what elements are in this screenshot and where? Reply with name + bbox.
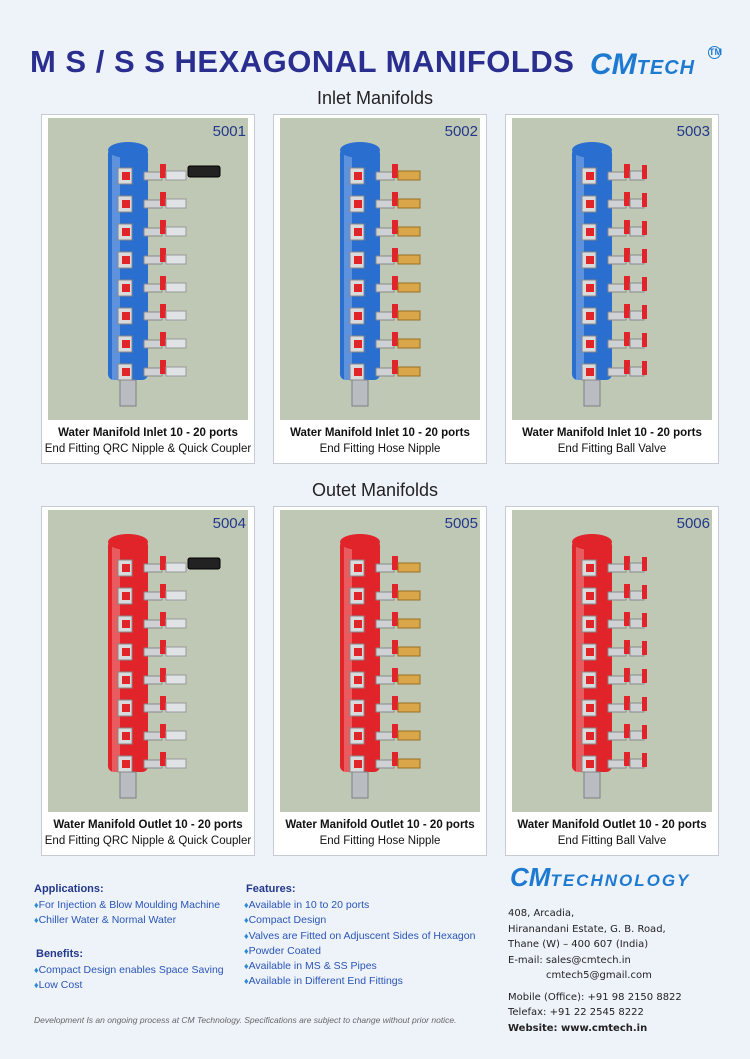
product-title: Water Manifold Outlet 10 - 20 ports — [285, 819, 475, 831]
company-address: 408, Arcadia, Hiranandani Estate, G. B. … — [508, 906, 682, 1036]
product-code: 5003 — [676, 123, 710, 140]
product-card-5005: 5005 Water Manifold Outlet 10 - 20 ports… — [273, 506, 487, 856]
product-title: Water Manifold Outlet 10 - 20 ports — [53, 819, 243, 831]
list-item: Compact Design enables Space Saving — [34, 963, 224, 978]
product-subtitle: End Fitting QRC Nipple & Quick Coupler — [44, 835, 252, 847]
product-code: 5006 — [676, 515, 710, 532]
product-code: 5004 — [212, 515, 246, 532]
page-title: M S / S S HEXAGONAL MANIFOLDS — [30, 44, 575, 79]
website-line: Website: www.cmtech.in — [508, 1022, 648, 1034]
logo-technology-text: TECHNOLOGY — [550, 871, 691, 890]
list-item: Low Cost — [34, 978, 224, 993]
list-item: Available in 10 to 20 ports — [244, 898, 475, 913]
manifold-drawing — [572, 534, 647, 799]
manifold-photo — [280, 118, 480, 420]
product-subtitle: End Fitting Ball Valve — [557, 835, 667, 847]
product-title: Water Manifold Outlet 10 - 20 ports — [517, 819, 707, 831]
address-line: Hiranandani Estate, G. B. Road, — [508, 923, 666, 935]
manifold-photo — [512, 118, 712, 420]
applications-list: For Injection & Blow Moulding Machine Ch… — [34, 898, 221, 929]
product-title: Water Manifold Inlet 10 - 20 ports — [290, 427, 470, 439]
manifold-drawing — [108, 534, 221, 799]
features-title: Features: — [246, 883, 296, 895]
product-card-5006: 5006 Water Manifold Outlet 10 - 20 ports… — [505, 506, 719, 856]
manifold-drawing — [340, 534, 421, 799]
manifold-drawing — [108, 142, 221, 407]
email-secondary: cmtech5@gmail.com — [546, 970, 652, 981]
product-card-5003: 5003 Water Manifold Inlet 10 - 20 ports … — [505, 114, 719, 464]
product-subtitle: End Fitting Hose Nipple — [319, 835, 441, 847]
product-card-5001: 5001 Water Manifold Inlet 10 - 20 ports … — [41, 114, 255, 464]
outlet-heading: Outet Manifolds — [311, 480, 439, 500]
list-item: Powder Coated — [244, 944, 475, 959]
product-subtitle: End Fitting QRC Nipple & Quick Coupler — [44, 443, 252, 455]
logo-cm-text: CM — [510, 862, 551, 892]
list-item: Valves are Fitted on Adjuscent Sides of … — [244, 929, 476, 944]
product-title: Water Manifold Inlet 10 - 20 ports — [58, 427, 238, 439]
product-code: 5001 — [212, 123, 246, 140]
product-card-5004: 5004 Water Manifold Outlet 10 - 20 ports… — [41, 506, 255, 856]
benefits-title: Benefits: — [36, 948, 84, 960]
manifold-photo — [48, 510, 248, 812]
list-item: Available in MS & SS Pipes — [244, 959, 475, 974]
list-item: Compact Design — [244, 913, 475, 928]
product-subtitle: End Fitting Ball Valve — [557, 443, 667, 455]
manifold-photo — [280, 510, 480, 812]
applications-title: Applications: — [34, 883, 104, 895]
mobile-line: Mobile (Office): +91 98 2150 8822 — [508, 991, 682, 1003]
logo-cm-text: CM — [590, 48, 637, 81]
benefits-list: Compact Design enables Space Saving Low … — [34, 963, 224, 994]
inlet-heading: Inlet Manifolds — [316, 88, 434, 108]
email-line: E-mail: sales@cmtech.in — [508, 954, 631, 966]
cm-technology-logo: CMTECHNOLOGY — [510, 862, 690, 893]
product-code: 5002 — [444, 123, 478, 140]
manifold-photo — [48, 118, 248, 420]
trademark-mark: TM — [708, 46, 722, 59]
address-line: Thane (W) – 400 607 (India) — [508, 939, 649, 950]
product-card-5002: 5002 Water Manifold Inlet 10 - 20 ports … — [273, 114, 487, 464]
features-list: Available in 10 to 20 ports Compact Desi… — [244, 898, 476, 990]
list-item: For Injection & Blow Moulding Machine — [34, 898, 221, 913]
list-item: Available in Different End Fittings — [244, 974, 475, 989]
logo-tech-text: TECH — [636, 57, 696, 79]
cmtech-logo: CMTECH TM — [590, 46, 722, 82]
product-subtitle: End Fitting Hose Nipple — [319, 443, 441, 455]
list-item: Chiller Water & Normal Water — [34, 913, 220, 928]
telefax-line: Telefax: +91 22 2545 8222 — [508, 1007, 644, 1018]
product-title: Water Manifold Inlet 10 - 20 ports — [522, 427, 702, 439]
address-line: 408, Arcadia, — [508, 908, 575, 919]
manifold-drawing — [340, 142, 421, 407]
manifold-photo — [512, 510, 712, 812]
disclaimer-note: Development Is an ongoing process at CM … — [34, 1015, 457, 1025]
product-code: 5005 — [444, 515, 478, 532]
manifold-drawing — [572, 142, 647, 407]
